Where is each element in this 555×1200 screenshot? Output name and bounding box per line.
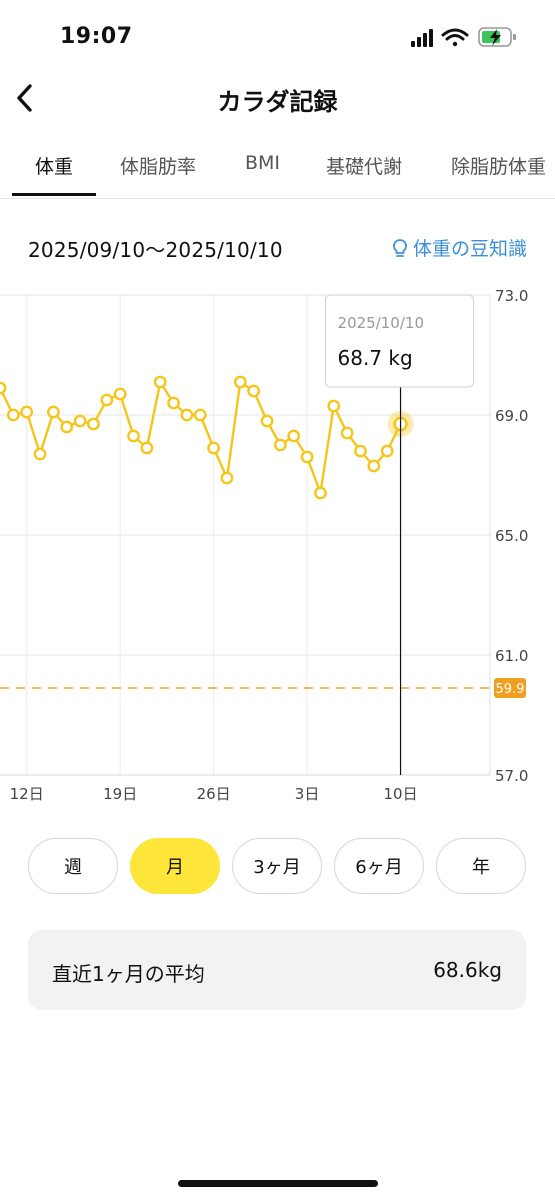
header: カラダ記録 [0, 70, 555, 126]
x-tick-label: 26日 [197, 785, 231, 803]
home-indicator [178, 1180, 378, 1187]
tooltip-box [325, 294, 475, 388]
goal-badge [494, 678, 526, 698]
y-axis-labels: 73.0 69.0 65.0 61.0 57.0 [495, 287, 528, 785]
data-point [73, 414, 87, 428]
tab-active-indicator [12, 193, 96, 196]
data-point [153, 375, 167, 389]
x-axis-labels: 12日 19日 26日 3日 10日 [10, 785, 418, 803]
data-point [354, 444, 367, 458]
data-point [193, 408, 207, 422]
data-point [60, 420, 74, 434]
average-value: 68.6kg [433, 958, 502, 982]
period-month-button[interactable]: 月 [130, 838, 220, 894]
data-point [6, 408, 20, 422]
wifi-icon [441, 28, 469, 47]
status-bar: 19:07 [0, 0, 555, 70]
status-time: 19:07 [60, 24, 133, 49]
goal-label: 59.9 [496, 682, 525, 697]
lightbulb-icon [393, 238, 407, 257]
data-point [20, 405, 34, 419]
data-point [113, 387, 127, 401]
signal-icon [411, 29, 433, 47]
tab-lean-body-mass[interactable]: 除脂肪体重 [451, 156, 547, 178]
data-point [380, 444, 394, 458]
period-selector: 週 月 3ヶ月 6ヶ月 年 [28, 838, 526, 896]
tooltip-date: 2025/10/10 [338, 314, 424, 332]
data-point [220, 471, 234, 485]
average-label: 直近1ヶ月の平均 [52, 962, 205, 986]
data-point [180, 408, 194, 422]
data-point [87, 417, 100, 431]
data-point [33, 447, 47, 461]
data-point [260, 414, 274, 428]
period-3month-button[interactable]: 3ヶ月 [232, 838, 322, 894]
tab-basal-metabolism[interactable]: 基礎代謝 [326, 156, 403, 178]
battery-charging-icon [478, 27, 516, 47]
metric-tabs: 体重 体脂肪率 BMI 基礎代謝 除脂肪体重 [0, 136, 555, 199]
data-point [127, 429, 140, 443]
weight-chart[interactable]: 12日 19日 26日 3日 10日 73.0 69.0 65.0 61.0 57.0 59.9… [0, 280, 555, 810]
average-card: 直近1ヶ月の平均 68.6kg [28, 930, 526, 1010]
y-tick-label: 61.0 [495, 647, 528, 665]
period-6month-button[interactable]: 6ヶ月 [334, 838, 424, 894]
tooltip-value: 68.7 kg [338, 346, 413, 370]
data-point [167, 396, 180, 410]
data-point [0, 381, 7, 395]
tooltip: 2025/10/10 68.7 kg [325, 294, 475, 388]
data-point [327, 399, 341, 413]
data-point [314, 486, 327, 500]
data-point [273, 438, 287, 452]
data-point [300, 450, 314, 464]
data-point [233, 375, 247, 389]
back-chevron-icon[interactable] [8, 80, 44, 116]
y-tick-label: 65.0 [495, 527, 528, 545]
tips-link-label: 体重の豆知識 [412, 238, 527, 260]
data-point [100, 393, 114, 407]
data-point [247, 384, 261, 398]
goal-line-group: 59.9 [0, 678, 526, 698]
period-year-button[interactable]: 年 [436, 838, 526, 894]
y-tick-label: 69.0 [495, 407, 528, 425]
x-tick-label: 3日 [295, 785, 320, 803]
y-tick-label: 73.0 [495, 287, 528, 305]
page-title: カラダ記録 [217, 88, 338, 116]
status-icons [411, 27, 516, 47]
tips-link[interactable]: 体重の豆知識 [391, 234, 527, 261]
tab-bmi[interactable]: BMI [245, 152, 281, 174]
chart-grid [0, 294, 491, 776]
data-point [340, 426, 354, 440]
data-point [207, 441, 221, 455]
weight-points [0, 375, 414, 500]
x-tick-label: 12日 [10, 785, 44, 803]
data-point [367, 459, 381, 473]
y-tick-label: 57.0 [495, 767, 528, 785]
period-week-button[interactable]: 週 [28, 838, 118, 894]
tab-body-fat[interactable]: 体脂肪率 [120, 156, 197, 178]
weight-series [0, 380, 402, 495]
data-point [140, 441, 154, 455]
data-point [47, 405, 60, 419]
weight-line [0, 380, 402, 495]
x-tick-label: 10日 [383, 785, 417, 803]
data-point [287, 429, 301, 443]
x-tick-label: 19日 [103, 785, 137, 803]
tab-weight[interactable]: 体重 [35, 156, 74, 178]
date-range: 2025/09/10〜2025/10/10 [28, 238, 283, 262]
